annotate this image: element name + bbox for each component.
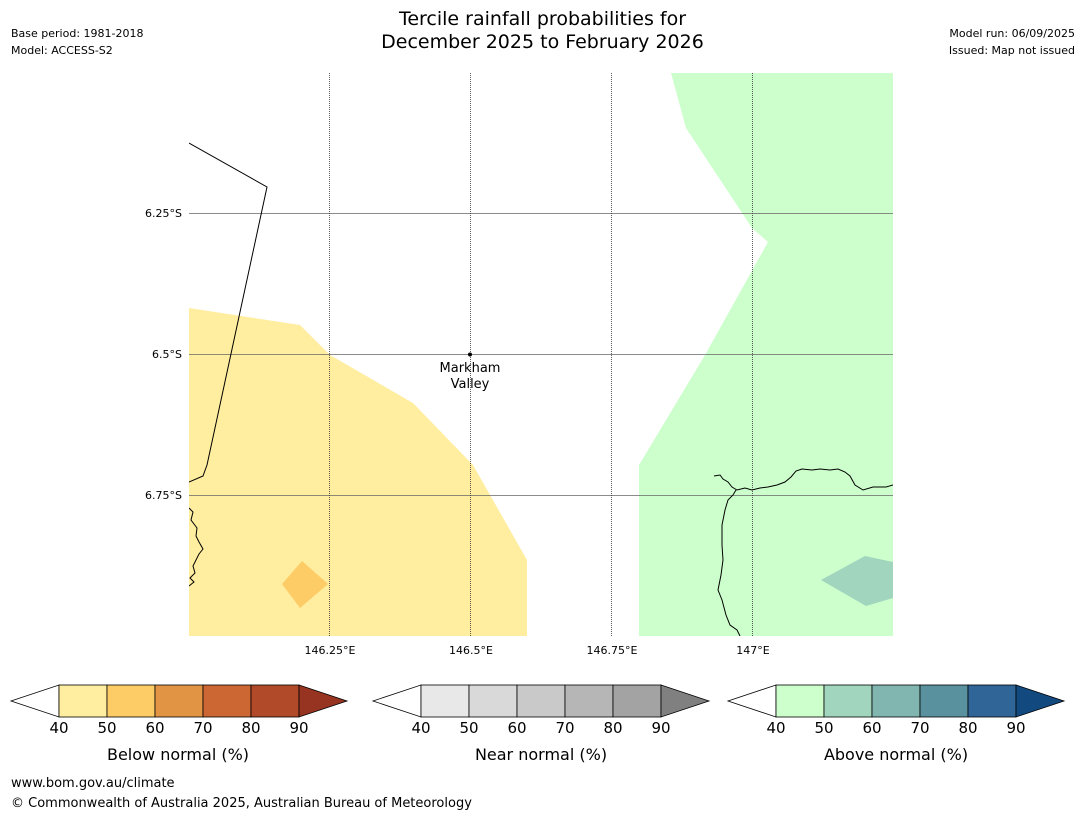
colorbar-tick-label: 70 — [193, 719, 212, 737]
meta-right: Model run: 06/09/2025 Issued: Map not is… — [949, 25, 1075, 59]
colorbar-tick-label: 40 — [49, 719, 68, 737]
colorbar-extension-low — [371, 684, 422, 718]
colorbar-below-normal: 40 50 60 70 80 90 — [9, 684, 349, 737]
colorbar-segment — [871, 684, 921, 718]
colorbar-tick-label: 70 — [910, 719, 929, 737]
colorbar-segment — [967, 684, 1017, 718]
colorbar-segment — [612, 684, 662, 718]
colorbar-segment — [106, 684, 156, 718]
region-above-normal-50-60 — [821, 556, 893, 606]
colorbar-segment — [58, 684, 108, 718]
lon-label-146.25E: 146.25°E — [305, 644, 356, 657]
title-line-2: December 2025 to February 2026 — [381, 31, 704, 53]
colorbar-tick-label: 60 — [862, 719, 881, 737]
colorbar-segment — [775, 684, 825, 718]
colorbar-tick-label: 50 — [814, 719, 833, 737]
lat-label-6.25S: 6.25°S — [145, 207, 182, 220]
coastline-west — [189, 507, 204, 587]
colorbar-label-below-normal: Below normal (%) — [106, 745, 250, 764]
colorbar-strip: 40 50 60 70 80 90 40 50 60 70 80 90 40 50 60 70 80 90 — [9, 684, 1066, 737]
issued-status: Issued: Map not issued — [948, 44, 1075, 57]
colorbar-tick-label: 90 — [289, 719, 308, 737]
model-name: Model: ACCESS-S2 — [11, 44, 113, 57]
place-label-line-2: Valley — [451, 377, 490, 392]
colorbar-extension-low — [9, 684, 60, 718]
coastline-huon-gulf — [713, 468, 893, 491]
colorbar-segment — [468, 684, 518, 718]
colorbar-tick-label: 60 — [507, 719, 526, 737]
colorbar-segment — [919, 684, 969, 718]
footer: www.bom.gov.au/climate © Commonwealth of… — [11, 774, 472, 814]
latitude-gridlines — [189, 213, 893, 496]
colorbar-above-normal: 40 50 60 70 80 90 — [726, 684, 1066, 737]
river-line — [717, 489, 741, 636]
place-label-line-1: Markham — [440, 361, 501, 376]
colorbar-tick-label: 50 — [97, 719, 116, 737]
lat-label-6.75S: 6.75°S — [145, 489, 182, 502]
place-marker-markham-valley[interactable] — [468, 352, 472, 357]
colorbar-segment — [420, 684, 470, 718]
colorbar-tick-label: 80 — [958, 719, 977, 737]
lon-label-147E: 147°E — [736, 644, 769, 657]
colorbar-tick-label: 60 — [145, 719, 164, 737]
colorbar-extension-high — [298, 684, 349, 718]
colorbar-segment — [516, 684, 566, 718]
model-run: Model run: 06/09/2025 — [949, 27, 1075, 40]
colorbar-tick-label: 40 — [766, 719, 785, 737]
region-below-normal-40-50 — [189, 308, 527, 636]
colorbar-near-normal: 40 50 60 70 80 90 — [371, 684, 711, 737]
colorbar-tick-label: 90 — [1006, 719, 1025, 737]
colorbar-tick-label: 80 — [603, 719, 622, 737]
map-area[interactable] — [189, 73, 893, 636]
colorbar-tick-label: 90 — [651, 719, 670, 737]
colorbar-extension-low — [726, 684, 777, 718]
lon-label-146.75E: 146.75°E — [587, 644, 638, 657]
colorbar-extension-high — [660, 684, 711, 718]
colorbar-segment — [250, 684, 300, 718]
province-boundary — [189, 142, 268, 483]
base-period: Base period: 1981-2018 — [11, 27, 144, 40]
colorbar-extension-high — [1015, 684, 1066, 718]
colorbar-label-above-normal: Above normal (%) — [823, 745, 969, 764]
lon-label-146.5E: 146.5°E — [449, 644, 493, 657]
colorbar-tick-label: 80 — [241, 719, 260, 737]
colorbar-segment — [823, 684, 873, 718]
colorbar-label-near-normal: Near normal (%) — [474, 745, 608, 764]
meta-left: Base period: 1981-2018 Model: ACCESS-S2 — [11, 25, 143, 59]
title-line-1: Tercile rainfall probabilities for — [398, 8, 687, 30]
footer-copyright: © Commonwealth of Australia 2025, Austra… — [11, 796, 472, 811]
map-canvas[interactable]: Markham Valley 6.25°S 6.5°S 6.75°S 146.2… — [0, 0, 1085, 660]
colorbar-segment — [564, 684, 614, 718]
colorbar-segment — [202, 684, 252, 718]
region-below-normal-50-60 — [282, 561, 328, 608]
footer-url[interactable]: www.bom.gov.au/climate — [11, 776, 175, 791]
colorbar-segment — [154, 684, 204, 718]
colorbar-tick-label: 50 — [459, 719, 478, 737]
lat-label-6.5S: 6.5°S — [152, 348, 182, 361]
colorbar-tick-label: 40 — [411, 719, 430, 737]
map-title: Tercile rainfall probabilities for Decem… — [0, 8, 1085, 54]
colorbar-tick-label: 70 — [555, 719, 574, 737]
